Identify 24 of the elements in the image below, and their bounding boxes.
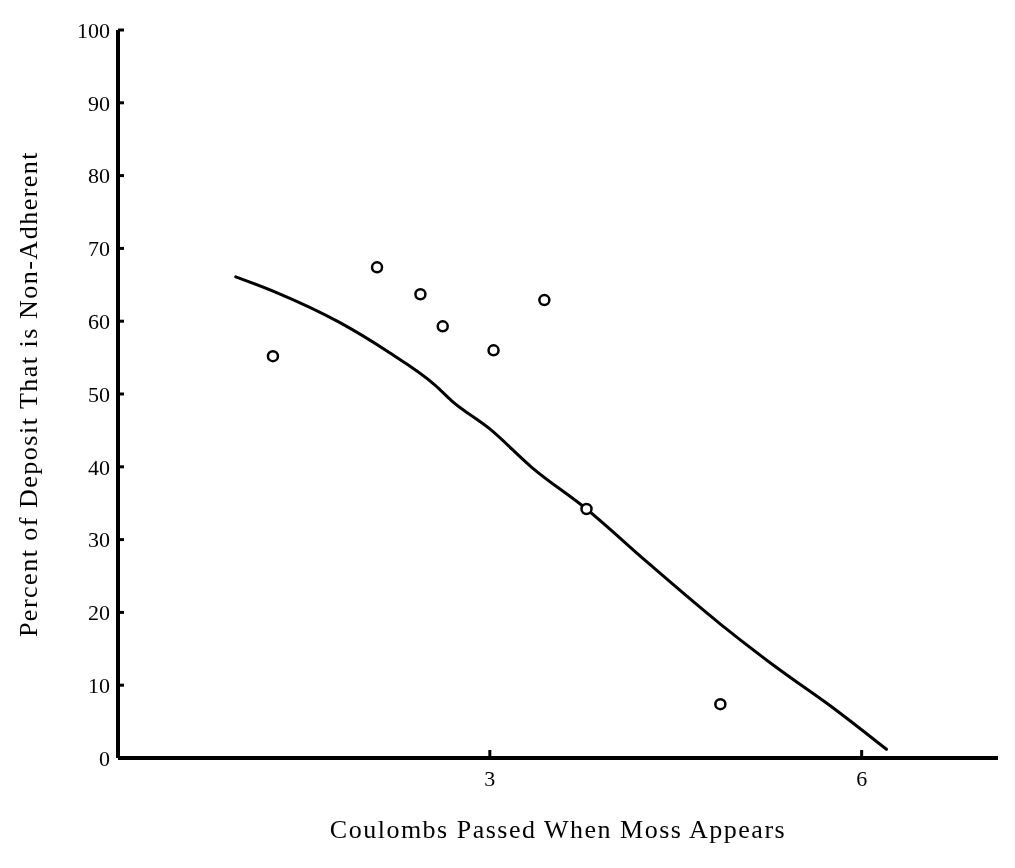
y-axis-title: Percent of Deposit That is Non-Adherent [14,150,44,638]
point [714,697,727,711]
x-tick-label: 6 [856,765,868,791]
y-tick-label: 80 [88,163,110,189]
y-tick-label: 70 [88,236,110,262]
point [580,502,593,516]
point [436,320,449,333]
y-tick-label: 90 [88,90,110,116]
x-tick-label: 3 [484,765,496,791]
y-tick-label: 50 [88,381,110,407]
line-series [234,275,888,751]
point [487,344,500,357]
y-tick-label: 100 [77,17,110,43]
point [370,261,384,274]
y-tick-label: 60 [88,309,110,335]
point [414,288,427,301]
y-tick-label: 10 [88,673,110,699]
point [266,349,280,363]
y-tick-label: 40 [88,454,110,480]
x-axis-title: Coulombs Passed When Moss Appears [329,815,787,844]
y-tick-label: 0 [99,745,110,771]
y-tick-label: 30 [88,527,110,553]
y-tick-label: 20 [88,600,110,626]
point [538,293,551,307]
